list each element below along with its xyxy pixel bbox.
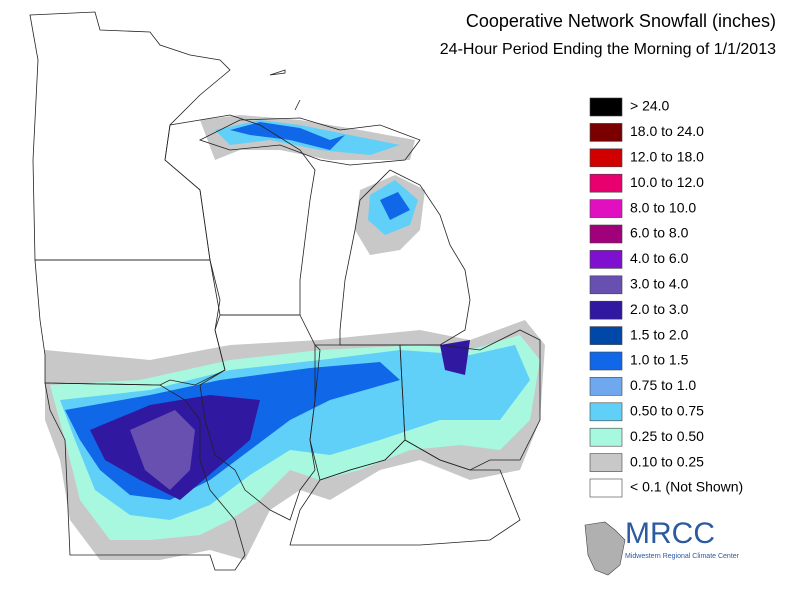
legend-swatch <box>589 148 623 168</box>
legend-label: 4.0 to 6.0 <box>630 250 689 266</box>
legend-label: 0.50 to 0.75 <box>630 403 704 419</box>
legend-label: 8.0 to 10.0 <box>630 199 696 215</box>
legend-swatch <box>589 453 623 472</box>
legend-label: 1.0 to 1.5 <box>630 352 689 368</box>
legend-label: < 0.1 (Not Shown) <box>630 479 743 495</box>
legend-label: 0.75 to 1.0 <box>630 377 696 393</box>
logo-subtitle: Midwestern Regional Climate Center <box>625 553 740 560</box>
legend-swatch <box>589 199 623 218</box>
legend-swatch <box>589 123 623 142</box>
logo-name: MRCC <box>625 517 715 550</box>
legend-swatch <box>589 478 623 498</box>
legend-label: 6.0 to 8.0 <box>630 225 689 241</box>
map-title: Cooperative Network Snowfall (inches) <box>466 11 776 31</box>
logo: MRCC Midwestern Regional Climate Center <box>584 517 740 576</box>
legend-swatch <box>589 427 623 447</box>
snow-shading <box>45 115 545 560</box>
legend: > 24.0 18.0 to 24.0 12.0 to 18.0 10.0 to 12… <box>589 97 743 498</box>
legend-swatch <box>589 173 623 193</box>
legend-swatch <box>589 275 623 295</box>
legend-swatch <box>589 326 623 345</box>
legend-label: 0.10 to 0.25 <box>630 453 704 469</box>
legend-swatch <box>589 250 623 269</box>
legend-swatch <box>589 377 623 396</box>
map-subtitle: 24-Hour Period Ending the Morning of 1/1… <box>440 41 776 58</box>
legend-swatch <box>589 351 623 371</box>
legend-label: 18.0 to 24.0 <box>630 123 704 139</box>
legend-label: > 24.0 <box>630 98 670 114</box>
legend-swatch <box>589 402 623 422</box>
logo-map <box>584 521 626 576</box>
legend-label: 2.0 to 3.0 <box>630 301 689 317</box>
legend-label: 10.0 to 12.0 <box>630 174 704 190</box>
legend-swatch <box>589 300 623 320</box>
legend-swatch <box>589 97 623 117</box>
legend-swatch <box>589 224 623 244</box>
legend-label: 12.0 to 18.0 <box>630 149 704 165</box>
legend-label: 0.25 to 0.50 <box>630 428 704 444</box>
legend-label: 3.0 to 4.0 <box>630 276 689 292</box>
state-borders <box>29 11 541 571</box>
legend-label: 1.5 to 2.0 <box>630 326 689 342</box>
